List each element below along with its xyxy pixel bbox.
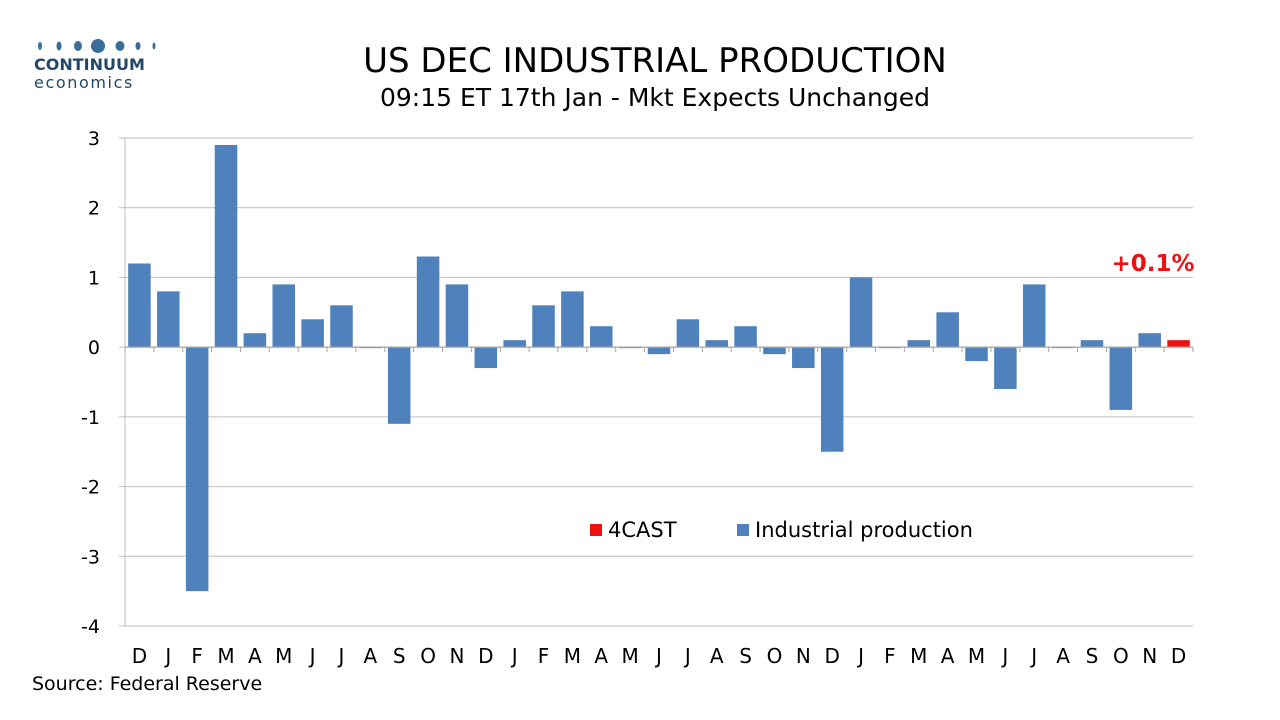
x-tick-label: F xyxy=(191,644,203,668)
bar-industrial-production xyxy=(330,305,353,348)
x-tick-label: J xyxy=(510,644,518,668)
x-tick-label: N xyxy=(449,644,464,668)
x-tick-label: J xyxy=(163,644,171,668)
bar-industrial-production xyxy=(301,319,324,348)
x-tick-label: J xyxy=(683,644,691,668)
y-tick-label: -3 xyxy=(81,546,100,568)
legend-swatch xyxy=(590,524,602,536)
x-tick-label: J xyxy=(1000,644,1008,668)
x-tick-label: F xyxy=(884,644,896,668)
chart-subtitle: 09:15 ET 17th Jan - Mkt Expects Unchange… xyxy=(379,83,931,112)
y-tick-label: 0 xyxy=(88,337,100,359)
bar-industrial-production xyxy=(849,277,873,348)
x-tick-label: D xyxy=(1171,644,1186,668)
legend-label: 4CAST xyxy=(608,518,677,542)
x-tick-label: O xyxy=(767,644,783,668)
bar-industrial-production xyxy=(185,347,209,592)
bar-4cast xyxy=(1167,340,1190,348)
bar-industrial-production xyxy=(994,347,1017,389)
x-tick-label: F xyxy=(538,644,550,668)
x-tick-label: M xyxy=(275,644,292,668)
x-tick-label: A xyxy=(364,644,378,668)
bar-industrial-production xyxy=(387,347,411,424)
x-tick-label: A xyxy=(1056,644,1070,668)
x-tick-label: J xyxy=(1029,644,1037,668)
x-tick-label: D xyxy=(478,644,493,668)
x-tick-label: O xyxy=(420,644,436,668)
logo-subtitle: economics xyxy=(34,73,134,92)
bar-industrial-production xyxy=(1022,284,1046,348)
bar-industrial-production xyxy=(416,256,440,348)
bar-industrial-production xyxy=(705,340,728,348)
bar-industrial-production xyxy=(936,312,959,348)
x-tick-label: O xyxy=(1113,644,1129,668)
x-tick-label: A xyxy=(248,644,262,668)
y-tick-label: 1 xyxy=(88,267,100,289)
y-tick-label: -4 xyxy=(81,616,100,638)
bar-industrial-production xyxy=(590,326,613,348)
x-tick-label: M xyxy=(564,644,581,668)
x-tick-label: D xyxy=(132,644,147,668)
source-note: Source: Federal Reserve xyxy=(32,673,263,695)
bar-industrial-production xyxy=(272,284,296,348)
bar-industrial-production xyxy=(907,340,931,348)
bar-industrial-production xyxy=(676,319,700,348)
bar-industrial-production xyxy=(1109,347,1133,410)
x-tick-label: N xyxy=(796,644,811,668)
x-tick-label: M xyxy=(622,644,639,668)
x-tick-label: J xyxy=(856,644,864,668)
x-tick-label: M xyxy=(968,644,985,668)
x-tick-label: A xyxy=(941,644,955,668)
x-tick-label: J xyxy=(654,644,662,668)
x-tick-label: M xyxy=(910,644,927,668)
bar-industrial-production xyxy=(763,347,786,355)
forecast-annotation: +0.1% xyxy=(1112,251,1195,277)
bar-industrial-production xyxy=(820,347,844,452)
bar-industrial-production xyxy=(532,305,555,348)
bar-industrial-production xyxy=(1080,340,1104,348)
x-tick-label: J xyxy=(337,644,345,668)
bar-industrial-production xyxy=(647,347,671,355)
x-tick-label: S xyxy=(1086,644,1099,668)
legend-label: Industrial production xyxy=(755,518,973,542)
bar-industrial-production xyxy=(128,263,151,348)
bar-industrial-production xyxy=(561,291,584,348)
logo-dots-icon xyxy=(34,38,164,54)
y-tick-label: 3 xyxy=(88,128,100,150)
logo: CONTINUUM economics xyxy=(34,38,164,92)
bar-industrial-production xyxy=(734,326,757,348)
y-tick-label: -1 xyxy=(81,407,100,429)
logo-name: CONTINUUM xyxy=(34,55,145,74)
chart-title: US DEC INDUSTRIAL PRODUCTION xyxy=(363,41,947,81)
bar-industrial-production xyxy=(243,333,267,348)
bar-industrial-production xyxy=(445,284,469,348)
x-tick-label: N xyxy=(1142,644,1157,668)
bar-industrial-production xyxy=(503,340,526,348)
x-tick-label: M xyxy=(217,644,234,668)
x-tick-label: S xyxy=(393,644,406,668)
legend-swatch xyxy=(737,524,749,536)
x-tick-label: J xyxy=(308,644,316,668)
bar-industrial-production xyxy=(474,347,498,369)
bar-industrial-production xyxy=(214,144,238,348)
bar-industrial-production xyxy=(157,291,180,348)
x-tick-label: A xyxy=(594,644,608,668)
bar-industrial-production xyxy=(792,347,815,369)
y-tick-label: 2 xyxy=(88,198,100,220)
x-tick-label: S xyxy=(739,644,752,668)
x-tick-label: D xyxy=(824,644,839,668)
bar-industrial-production xyxy=(1138,333,1161,348)
x-tick-label: A xyxy=(710,644,724,668)
bar-industrial-production xyxy=(965,347,988,362)
y-tick-label: -2 xyxy=(81,477,100,499)
